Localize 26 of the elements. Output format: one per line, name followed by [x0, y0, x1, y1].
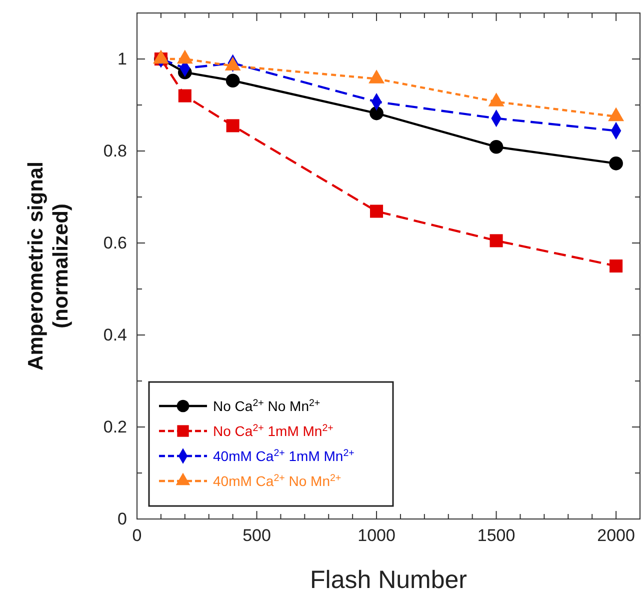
point [370, 106, 384, 120]
x-tick-label: 0 [132, 526, 142, 546]
point [178, 89, 192, 102]
point [609, 156, 623, 170]
x-tick-label: 2000 [597, 526, 635, 546]
point [610, 259, 623, 273]
y-tick-label: 0.2 [103, 417, 127, 436]
point [226, 119, 240, 132]
point [490, 234, 503, 248]
legend-label: No Ca$^{2+}$ No Mn$^{2+}$ [213, 398, 320, 414]
y-axis-title: Amperometric signal (normalized) [24, 162, 72, 370]
x-axis-title: Flash Number [310, 566, 467, 594]
y-tick-label: 1 [118, 49, 127, 68]
point [489, 140, 504, 154]
y-tick-label: 0.6 [103, 233, 127, 252]
legend-label: 40mM Ca$^{2+}$ No Mn$^{2+}$ [213, 472, 342, 489]
point [226, 74, 240, 88]
x-tick-label: 1000 [358, 526, 396, 546]
x-tick-label: 500 [242, 526, 271, 546]
y-tick-label: 0 [118, 509, 127, 528]
x-tick-label: 1500 [477, 526, 516, 546]
point [370, 204, 384, 218]
legend-label: 40mM Ca$^{2+}$ 1mM Mn$^{2+}$ [213, 448, 355, 464]
y-tick-label: 0.8 [103, 141, 127, 160]
legend-label: No Ca$^{2+}$ 1mM Mn$^{2+}$ [213, 422, 334, 439]
y-tick-label: 0.4 [103, 325, 127, 344]
